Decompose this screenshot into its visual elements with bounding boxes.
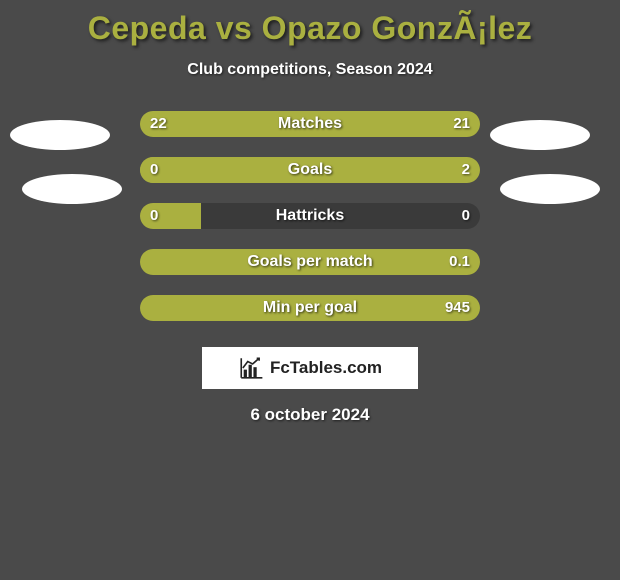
page-title: Cepeda vs Opazo GonzÃ¡lez (0, 0, 620, 47)
player-oval (490, 120, 590, 150)
bar-label: Matches (140, 111, 480, 137)
player-oval (22, 174, 122, 204)
bar-label: Goals per match (140, 249, 480, 275)
logo-text: FcTables.com (270, 358, 382, 378)
bar-label: Goals (140, 157, 480, 183)
player-oval (500, 174, 600, 204)
stat-bar: 945Min per goal (0, 287, 620, 333)
player-oval (10, 120, 110, 150)
date-text: 6 october 2024 (0, 405, 620, 425)
bar-label: Hattricks (140, 203, 480, 229)
logo-box: FcTables.com (202, 347, 418, 389)
page-subtitle: Club competitions, Season 2024 (0, 61, 620, 79)
bar-chart-icon (238, 355, 264, 381)
stat-bar: 0.1Goals per match (0, 241, 620, 287)
bar-label: Min per goal (140, 295, 480, 321)
